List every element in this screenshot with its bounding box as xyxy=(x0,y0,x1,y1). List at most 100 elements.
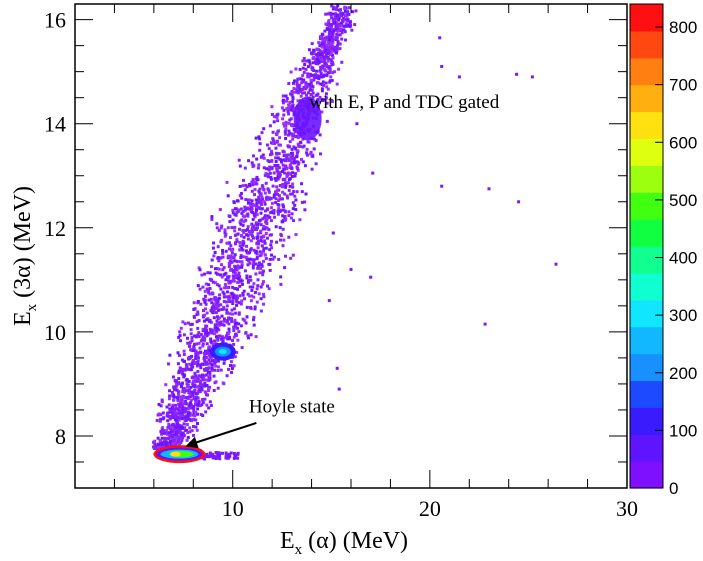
density-cell xyxy=(265,195,269,199)
density-cell xyxy=(306,75,310,79)
density-cell xyxy=(266,187,270,191)
density-cell xyxy=(204,356,208,359)
density-cell xyxy=(312,57,316,60)
density-cell xyxy=(350,28,354,32)
density-cell xyxy=(168,441,172,445)
density-cell xyxy=(341,17,345,20)
density-cell xyxy=(201,342,205,346)
density-cell xyxy=(331,53,334,57)
density-cell xyxy=(332,18,336,22)
density-cell xyxy=(192,308,196,311)
density-cell xyxy=(210,301,214,305)
density-cell xyxy=(215,283,219,287)
density-cell xyxy=(264,232,268,235)
density-cell xyxy=(234,334,238,337)
density-cell xyxy=(252,315,256,319)
density-cell xyxy=(298,77,302,81)
density-cell xyxy=(208,345,212,349)
density-cell xyxy=(242,289,246,293)
density-cell xyxy=(205,311,209,315)
density-cell xyxy=(348,25,352,29)
density-cell xyxy=(296,142,300,146)
density-cell xyxy=(179,339,182,343)
density-cell xyxy=(231,218,235,222)
density-cell xyxy=(196,362,200,366)
density-cell xyxy=(273,215,277,219)
density-cell xyxy=(203,300,207,304)
density-cell xyxy=(205,318,208,322)
density-cell xyxy=(290,100,294,104)
density-cell xyxy=(266,173,270,177)
density-cell xyxy=(202,357,206,361)
density-cell xyxy=(273,177,277,180)
density-cell xyxy=(337,16,341,20)
density-cell xyxy=(327,49,331,53)
density-cell xyxy=(309,152,313,156)
density-cell xyxy=(304,93,308,97)
density-cell xyxy=(262,239,266,243)
density-cell xyxy=(340,31,344,35)
density-cell xyxy=(216,338,220,342)
density-cell xyxy=(211,246,215,250)
density-cell xyxy=(257,135,261,139)
density-cell xyxy=(268,215,272,219)
density-cell xyxy=(199,302,203,306)
density-cell xyxy=(182,353,186,356)
density-cell xyxy=(177,353,181,357)
density-cell xyxy=(228,337,232,341)
density-cell xyxy=(162,431,166,435)
density-cell xyxy=(195,379,199,383)
density-cell xyxy=(262,269,265,273)
density-cell xyxy=(326,40,330,44)
density-cell xyxy=(261,197,265,201)
density-cell xyxy=(264,171,268,175)
density-cell xyxy=(287,112,291,116)
density-cell xyxy=(231,295,235,299)
density-cell xyxy=(214,451,218,454)
density-cell xyxy=(226,254,230,258)
density-cell xyxy=(243,297,246,301)
sparse-point xyxy=(440,184,444,188)
density-cell xyxy=(182,349,186,353)
density-cell xyxy=(302,56,306,60)
sparse-point xyxy=(355,122,359,126)
density-cell xyxy=(245,305,249,309)
density-cell xyxy=(310,42,314,46)
density-cell xyxy=(241,239,245,243)
density-cell xyxy=(329,75,333,79)
density-cell xyxy=(282,208,286,212)
density-cell xyxy=(304,87,308,91)
density-cell xyxy=(245,233,249,237)
density-cell xyxy=(182,396,186,400)
density-cell xyxy=(203,313,207,317)
density-cell xyxy=(205,384,209,387)
density-cell xyxy=(255,300,259,304)
density-cell xyxy=(270,201,274,205)
density-cell xyxy=(295,83,299,86)
density-cell xyxy=(197,400,201,404)
density-cell xyxy=(278,171,282,175)
density-cell xyxy=(179,426,183,430)
density-cell xyxy=(269,175,273,179)
density-cell xyxy=(245,244,249,248)
density-cell xyxy=(232,279,236,283)
density-cell xyxy=(324,22,328,26)
density-cell xyxy=(229,364,232,367)
density-cell xyxy=(242,220,246,224)
density-cell xyxy=(209,309,213,312)
density-cell xyxy=(288,145,292,149)
density-cell xyxy=(233,324,237,327)
density-cell xyxy=(171,375,175,379)
density-cell xyxy=(341,11,345,15)
density-cell xyxy=(324,92,328,96)
density-cell xyxy=(280,160,283,164)
density-cell xyxy=(186,431,190,434)
density-cell xyxy=(215,226,219,230)
density-cell xyxy=(207,283,211,287)
density-cell xyxy=(249,278,253,282)
density-cell xyxy=(232,307,236,311)
density-cell xyxy=(222,319,226,323)
density-cell xyxy=(277,194,281,198)
density-cell xyxy=(157,403,161,406)
density-cell xyxy=(188,341,192,345)
